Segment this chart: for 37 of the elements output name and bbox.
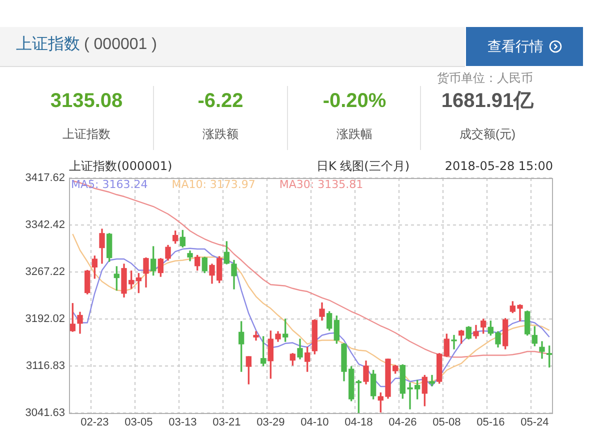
- candlestick: [253, 331, 259, 341]
- x-tick-label: 02-23: [80, 416, 109, 429]
- x-tick-label: 04-26: [388, 416, 417, 429]
- text: MA30: 3135.81: [279, 178, 364, 191]
- text: 1681.91亿: [440, 89, 535, 114]
- x-tick-label: 03-13: [168, 416, 197, 429]
- text: -6.22: [196, 89, 244, 114]
- text: 货币单位：人民币: [437, 70, 533, 87]
- text: MA10: 3173.97: [172, 178, 256, 191]
- x-tick-label: 04-18: [344, 416, 373, 429]
- x-tick-label: 03-05: [124, 416, 153, 429]
- text: 3135.08: [49, 89, 124, 114]
- candlestick: [429, 374, 435, 386]
- text: 2018-05-28 15:00: [444, 159, 553, 174]
- text: 上证指数: [62, 126, 112, 143]
- text: 查看行情: [488, 38, 544, 56]
- y-tick-label: 3342.42: [25, 219, 65, 232]
- y-tick-label: 3267.22: [25, 266, 65, 278]
- y-tick-label: 3116.83: [26, 360, 65, 372]
- text: 涨跌额: [202, 126, 240, 143]
- text: ( 000001 ): [84, 36, 157, 53]
- chart-subtitle: 日K 线图(三个月): [316, 159, 410, 174]
- chart-title: 上证指数(000001): [69, 159, 172, 174]
- y-tick-label: 3192.02: [25, 313, 65, 326]
- text: 成交额(元): [458, 126, 516, 143]
- text: -0.20%: [322, 89, 388, 114]
- x-tick-label: 05-16: [476, 416, 505, 429]
- y-tick-label: 3417.62: [25, 172, 65, 184]
- text: 上证指数: [16, 36, 80, 53]
- x-tick-label: 04-10: [300, 416, 329, 429]
- x-tick-label: 05-08: [432, 416, 461, 429]
- x-tick-label: 05-24: [520, 416, 549, 429]
- candlestick: [451, 334, 457, 350]
- x-tick-label: 03-29: [256, 416, 285, 429]
- x-tick-label: 03-21: [212, 416, 241, 429]
- text: 涨跌幅: [336, 126, 374, 143]
- y-tick-label: 3041.63: [25, 407, 65, 420]
